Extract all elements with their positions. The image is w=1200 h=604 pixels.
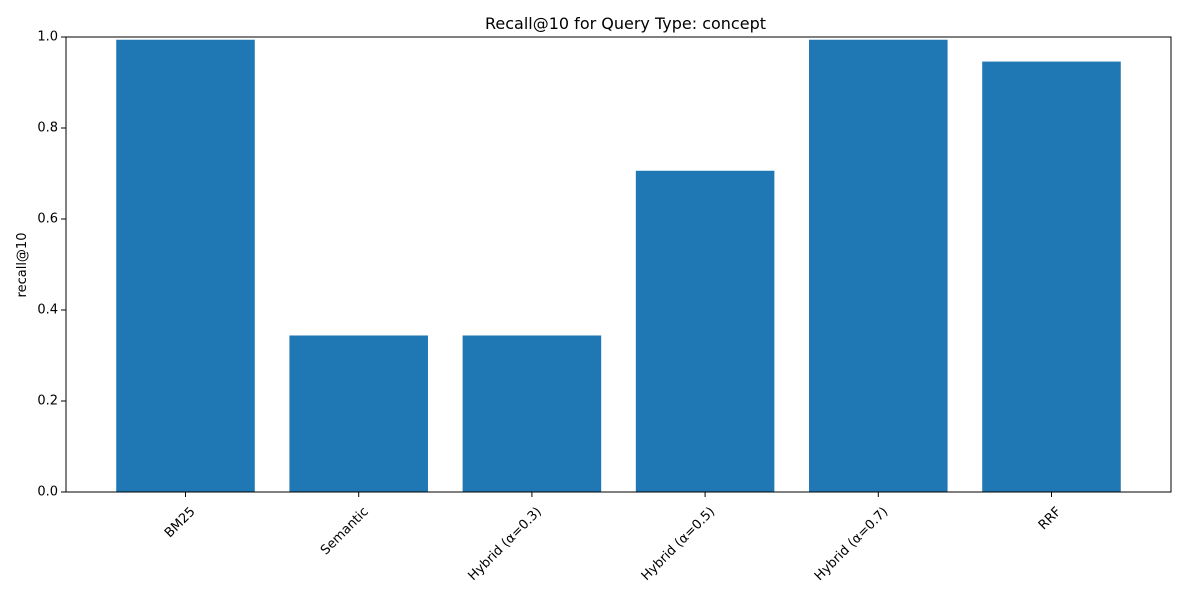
x-axis: BM25 Semantic Hybrid (α=0.3) Hybrid (α=0.5)… <box>162 492 1065 584</box>
x-tick-label: Hybrid (α=0.5) <box>639 504 718 583</box>
x-tick-label: Hybrid (α=0.7) <box>812 504 891 583</box>
chart-title: Recall@10 for Query Type: concept <box>485 14 766 33</box>
bar-1 <box>289 335 428 492</box>
x-tick-label: Semantic <box>318 504 372 558</box>
y-tick-label: 0.6 <box>37 212 58 227</box>
x-tick-label: RRF <box>1036 504 1065 533</box>
bars-group <box>116 39 1121 492</box>
bar-0 <box>116 39 255 492</box>
y-tick-label: 0.4 <box>37 303 58 318</box>
plot-frame <box>65 36 1172 493</box>
y-tick-label: 1.0 <box>37 30 58 45</box>
bar-3 <box>635 170 775 492</box>
x-tick-label: Hybrid (α=0.3) <box>466 504 545 583</box>
bar-4 <box>809 39 948 492</box>
y-tick-label: 0.2 <box>37 394 58 409</box>
bar-2 <box>462 335 602 492</box>
x-tick-label: BM25 <box>162 504 199 541</box>
y-axis: 0.0 0.2 0.4 0.6 0.8 1.0 <box>37 30 66 500</box>
y-tick-label: 0.0 <box>37 485 58 500</box>
y-tick-label: 0.8 <box>37 121 58 136</box>
y-axis-label: recall@10 <box>15 233 30 298</box>
bar-5 <box>982 61 1121 492</box>
